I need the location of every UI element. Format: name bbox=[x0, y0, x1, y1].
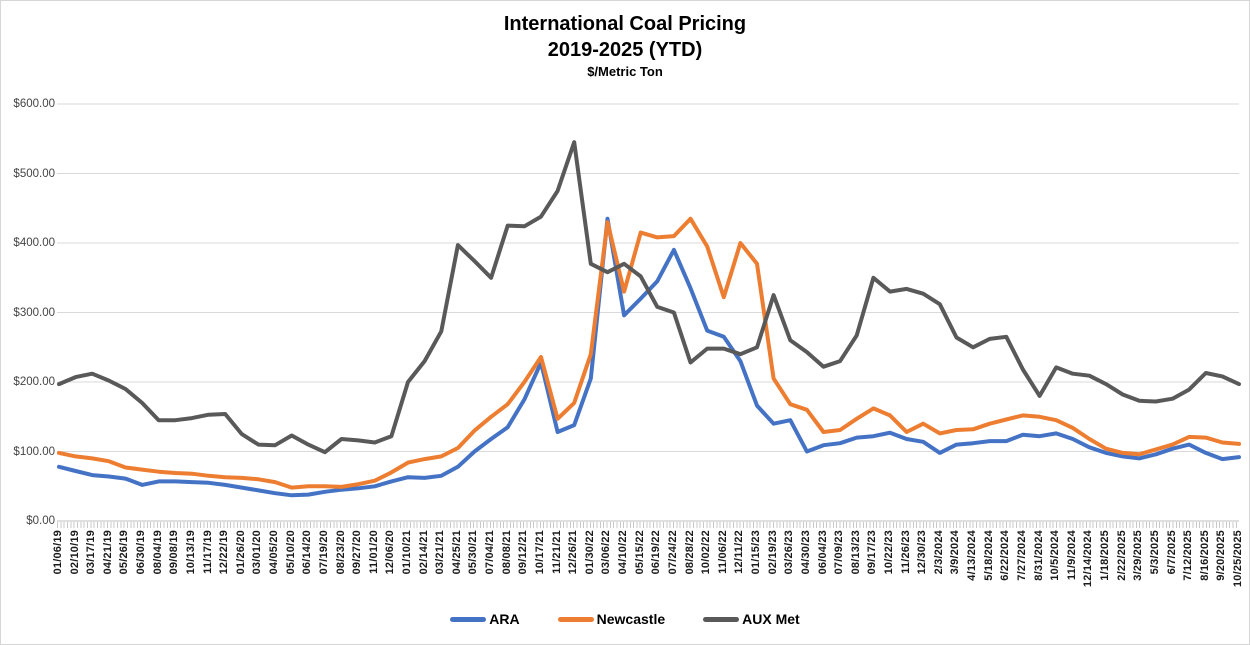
x-axis-label: 02/19/23 bbox=[766, 530, 779, 575]
x-axis-label: 12/26/21 bbox=[567, 530, 580, 575]
x-axis-label: 4/13/2024 bbox=[966, 530, 979, 581]
legend-swatch-ara bbox=[450, 616, 487, 622]
x-axis-label: 02/10/19 bbox=[68, 530, 81, 575]
x-axis-minor-ticks bbox=[57, 522, 1239, 528]
x-axis-label: 7/12/2025 bbox=[1182, 530, 1195, 581]
legend-item-newcastle: Newcastle bbox=[557, 611, 666, 627]
x-axis-label: 05/26/19 bbox=[118, 530, 131, 575]
x-axis-label: 6/7/2025 bbox=[1165, 530, 1178, 575]
x-axis-label: 5/18/2024 bbox=[982, 530, 995, 581]
x-axis-label: 06/04/23 bbox=[816, 530, 829, 575]
series-line-ara bbox=[57, 216, 1241, 498]
x-axis-label: 01/10/21 bbox=[401, 530, 413, 575]
x-axis-label: 12/14/2024 bbox=[1082, 530, 1095, 588]
x-axis-label: 03/21/21 bbox=[434, 530, 447, 575]
x-axis-label: 09/27/20 bbox=[351, 530, 364, 575]
x-axis-label: 12/22/19 bbox=[218, 530, 231, 575]
legend-label: ARA bbox=[489, 611, 520, 627]
x-axis-label: 10/17/21 bbox=[533, 530, 546, 575]
x-axis-label: 10/13/19 bbox=[184, 530, 197, 575]
x-axis-label: 3/9/2024 bbox=[949, 530, 962, 575]
x-axis-label: 03/01/20 bbox=[251, 530, 264, 575]
legend-swatch-aux-met bbox=[703, 616, 740, 622]
x-axis-label: 07/04/21 bbox=[484, 530, 497, 575]
x-axis-label: 11/06/22 bbox=[716, 530, 729, 574]
x-axis-label: 07/09/23 bbox=[833, 530, 846, 575]
x-axis-label: 11/01/20 bbox=[367, 530, 380, 574]
x-axis-label: 03/06/22 bbox=[600, 530, 613, 575]
series-line-aux-met bbox=[57, 140, 1241, 455]
x-axis-label: 04/25/21 bbox=[450, 530, 463, 575]
y-axis-label-600: $600.00 bbox=[13, 98, 55, 110]
x-axis-label: 12/11/22 bbox=[733, 530, 746, 574]
x-axis-label: 08/04/19 bbox=[151, 530, 164, 575]
x-axis-label: 08/13/23 bbox=[849, 530, 862, 575]
chart-title-block: International Coal Pricing 2019-2025 (YT… bbox=[1, 11, 1249, 81]
x-axis-label: 2/3/2024 bbox=[932, 530, 945, 575]
x-axis-label: 8/16/2025 bbox=[1198, 530, 1211, 581]
x-axis-label: 09/17/23 bbox=[866, 530, 879, 575]
y-axis-label-500: $500.00 bbox=[13, 167, 55, 180]
x-axis-label: 04/30/23 bbox=[799, 530, 812, 575]
x-axis-label: 08/28/22 bbox=[683, 530, 696, 575]
x-axis-label: 11/17/19 bbox=[201, 530, 214, 574]
x-axis-label: 09/08/19 bbox=[168, 530, 181, 575]
x-axis-label: 08/23/20 bbox=[334, 530, 347, 575]
x-axis-label: 06/30/19 bbox=[135, 530, 148, 575]
x-axis-label: 06/14/20 bbox=[301, 530, 314, 575]
x-axis-label: 11/9/2024 bbox=[1065, 530, 1078, 581]
x-axis-label: 10/22/23 bbox=[882, 530, 895, 575]
x-axis-label: 7/27/2024 bbox=[1015, 530, 1028, 581]
x-axis-label: 07/24/22 bbox=[666, 530, 679, 575]
x-axis-label: 10/02/22 bbox=[700, 530, 713, 575]
legend-label: AUX Met bbox=[742, 611, 800, 627]
x-axis-label: 2/22/2025 bbox=[1115, 530, 1128, 581]
x-axis-label: 05/10/20 bbox=[284, 530, 297, 575]
x-axis-label: 05/15/22 bbox=[633, 530, 646, 575]
y-axis-label-100: $100.00 bbox=[13, 445, 55, 458]
chart-title-line2: 2019-2025 (YTD) bbox=[547, 39, 703, 61]
x-axis-label: 09/12/21 bbox=[517, 530, 530, 575]
x-axis-label: 12/30/23 bbox=[916, 530, 929, 575]
x-axis-label: 6/22/2024 bbox=[999, 530, 1012, 581]
series-line-newcastle bbox=[57, 216, 1241, 490]
legend-item-aux-met: AUX Met bbox=[703, 611, 800, 627]
x-axis-label: 04/10/22 bbox=[617, 530, 630, 575]
x-axis-label: 08/08/21 bbox=[500, 530, 513, 575]
x-axis-label: 01/06/19 bbox=[52, 530, 64, 575]
x-axis-label: 10/25/2025 bbox=[1232, 530, 1244, 588]
legend-swatch-newcastle bbox=[557, 616, 594, 622]
x-axis-label: 3/29/2025 bbox=[1132, 530, 1145, 581]
legend: ARA Newcastle AUX Met bbox=[1, 611, 1249, 627]
x-axis-label: 9/20/2025 bbox=[1215, 530, 1228, 581]
x-axis-label: 07/19/20 bbox=[317, 530, 330, 575]
x-axis-label: 05/30/21 bbox=[467, 530, 480, 575]
legend-label: Newcastle bbox=[596, 611, 666, 627]
x-axis-label: 1/18/2025 bbox=[1099, 530, 1112, 581]
x-axis-label: 06/19/22 bbox=[650, 530, 663, 575]
x-axis-label: 04/05/20 bbox=[268, 530, 281, 575]
x-axis-label: 03/17/19 bbox=[85, 530, 98, 575]
x-axis-label: 11/26/23 bbox=[899, 530, 912, 574]
y-axis-label-400: $400.00 bbox=[13, 237, 55, 249]
x-axis-label: 01/15/23 bbox=[750, 530, 763, 575]
x-axis-label: 8/31/2024 bbox=[1032, 530, 1045, 581]
x-axis-label: 12/06/20 bbox=[384, 530, 397, 575]
x-axis-label: 5/3/2025 bbox=[1148, 530, 1161, 575]
x-axis-label: 04/21/19 bbox=[101, 530, 114, 575]
x-axis-label: 03/26/23 bbox=[783, 530, 796, 575]
y-axis-label-0: $0.00 bbox=[26, 515, 55, 527]
x-axis-label: 01/26/20 bbox=[234, 530, 247, 575]
x-axis-label: 10/5/2024 bbox=[1049, 530, 1062, 581]
chart-subtitle: $/Metric Ton bbox=[587, 64, 663, 79]
x-axis-label: 02/14/21 bbox=[417, 530, 430, 575]
x-axis-label: 11/21/21 bbox=[550, 530, 563, 574]
chart-title-line1: International Coal Pricing bbox=[503, 13, 747, 35]
y-axis-label-200: $200.00 bbox=[13, 376, 55, 388]
x-axis-label: 01/30/22 bbox=[583, 530, 596, 575]
y-axis-label-300: $300.00 bbox=[13, 306, 55, 319]
legend-item-ara: ARA bbox=[450, 611, 520, 627]
